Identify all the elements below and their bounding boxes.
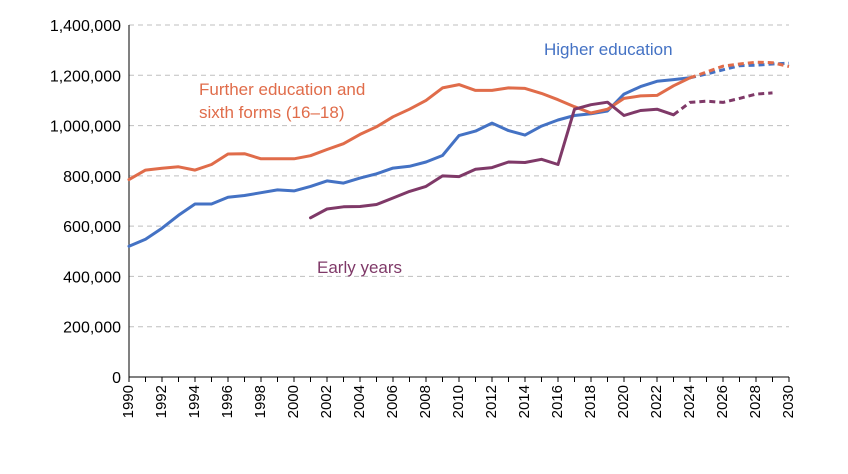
x-tick-label: 2030 [780,385,797,418]
x-tick-label: 1994 [186,385,203,418]
series-further-education-and-sixth-forms-16-18-actual [127,76,692,182]
x-tick-label: 1996 [219,385,236,418]
x-tick-label: 1992 [153,385,170,418]
axes: 0 200,000 400,000 600,000 800,000 1,000,000 1,… [50,18,797,418]
grid-lines [129,24,789,328]
x-tick-label: 2000 [285,385,302,418]
label-further-education-line2: sixth forms (16–18) [199,103,345,122]
series-further-education-and-sixth-forms-16-18-projected [689,60,790,80]
series-lines [127,60,790,248]
series-early-years-projected [672,91,773,116]
x-tick-label: 2020 [615,385,632,418]
x-tick-label: 2028 [747,385,764,418]
series-early-years-actual [309,100,675,220]
x-tick-label: 1998 [252,385,269,418]
y-tick-label: 1,000,000 [50,119,121,136]
label-higher-education: Higher education [544,40,673,59]
y-tick-label: 0 [112,370,121,387]
x-tick-label: 2004 [351,385,368,418]
x-tick-label: 1990 [120,385,137,418]
y-tick-label: 1,400,000 [50,18,121,35]
x-tick-label: 2008 [417,385,434,418]
x-tick-label: 2002 [318,385,335,418]
y-tick-label: 800,000 [63,169,121,186]
series-labels: Higher education Further education and s… [199,40,673,277]
x-tick-label: 2014 [516,385,533,418]
label-further-education-line1: Further education and [199,80,365,99]
x-tick-label: 2024 [681,385,698,418]
y-tick-label: 200,000 [63,320,121,337]
y-tick-label: 400,000 [63,269,121,286]
x-tick-label: 2026 [714,385,731,418]
x-tick-label: 2016 [549,385,566,418]
y-tick-label: 600,000 [63,219,121,236]
x-tick-label: 2012 [483,385,500,418]
x-tick-label: 2022 [648,385,665,418]
y-tick-label: 1,200,000 [50,68,121,85]
label-early-years: Early years [317,258,402,277]
x-tick-label: 2010 [450,385,467,418]
x-tick-label: 2018 [582,385,599,418]
x-tick-label: 2006 [384,385,401,418]
